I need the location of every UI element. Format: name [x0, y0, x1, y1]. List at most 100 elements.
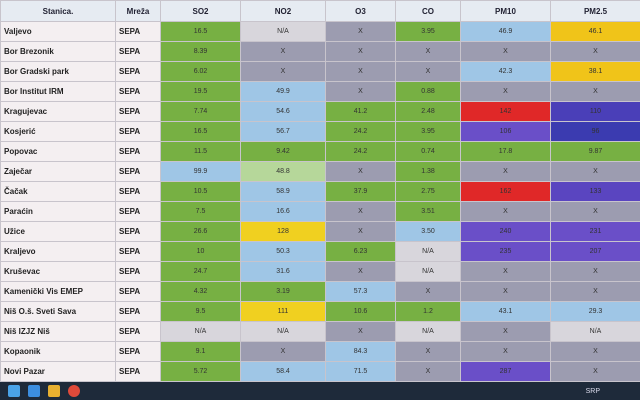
value-cell: 96 [550, 121, 640, 142]
value-cell: 19.5 [160, 81, 241, 102]
value-cell: X [550, 201, 640, 222]
station-cell: Zaječar [0, 161, 116, 182]
station-cell: Kraljevo [0, 241, 116, 262]
value-cell: X [460, 201, 551, 222]
value-cell: 10 [160, 241, 241, 262]
value-cell: X [460, 261, 551, 282]
value-cell: X [460, 81, 551, 102]
value-cell: 9.1 [160, 341, 241, 362]
network-cell: SEPA [115, 221, 161, 242]
value-cell: X [550, 281, 640, 302]
value-cell: X [550, 261, 640, 282]
value-cell: X [325, 161, 396, 182]
value-cell: X [460, 281, 551, 302]
value-cell: 16.6 [240, 201, 326, 222]
station-cell: Kruševac [0, 261, 116, 282]
table-row: Novi Pazar SEPA 5.72 58.4 71.5 X 287 X [0, 361, 640, 382]
table-body: Valjevo SEPA 16.5 N/A X 3.95 46.9 46.1 Bor Brezo… [0, 21, 640, 382]
value-cell: 24.2 [325, 141, 396, 162]
value-cell: X [240, 41, 326, 62]
table-row: Valjevo SEPA 16.5 N/A X 3.95 46.9 46.1 [0, 21, 640, 42]
column-header: CO [395, 0, 461, 22]
value-cell: 111 [240, 301, 326, 322]
network-cell: SEPA [115, 301, 161, 322]
value-cell: 43.1 [460, 301, 551, 322]
value-cell: X [460, 341, 551, 362]
value-cell: N/A [550, 321, 640, 342]
station-cell: Popovac [0, 141, 116, 162]
value-cell: X [325, 261, 396, 282]
value-cell: 287 [460, 361, 551, 382]
start-icon[interactable] [8, 385, 20, 397]
value-cell: 56.7 [240, 121, 326, 142]
column-header: O3 [325, 0, 396, 22]
chrome-icon[interactable] [68, 385, 80, 397]
network-cell: SEPA [115, 121, 161, 142]
value-cell: 110 [550, 101, 640, 122]
value-cell: 162 [460, 181, 551, 202]
station-cell: Kosjerić [0, 121, 116, 142]
value-cell: X [395, 341, 461, 362]
value-cell: X [395, 61, 461, 82]
station-cell: Novi Pazar [0, 361, 116, 382]
value-cell: X [325, 201, 396, 222]
value-cell: N/A [395, 321, 461, 342]
value-cell: 16.5 [160, 21, 241, 42]
value-cell: X [550, 41, 640, 62]
taskbar: SRP [0, 382, 640, 400]
station-cell: Kopaonik [0, 341, 116, 362]
value-cell: N/A [240, 321, 326, 342]
table-row: Zaječar SEPA 99.9 48.8 X 1.38 X X [0, 161, 640, 182]
value-cell: 10.5 [160, 181, 241, 202]
column-header: SO2 [160, 0, 241, 22]
value-cell: 7.5 [160, 201, 241, 222]
network-cell: SEPA [115, 321, 161, 342]
value-cell: 54.6 [240, 101, 326, 122]
edge-icon[interactable] [28, 385, 40, 397]
value-cell: N/A [395, 261, 461, 282]
value-cell: 106 [460, 121, 551, 142]
station-cell: Niš IZJZ Niš [0, 321, 116, 342]
value-cell: N/A [395, 241, 461, 262]
table-row: Kruševac SEPA 24.7 31.6 X N/A X X [0, 261, 640, 282]
value-cell: 1.2 [395, 301, 461, 322]
value-cell: X [325, 61, 396, 82]
column-header: PM10 [460, 0, 551, 22]
value-cell: X [395, 41, 461, 62]
value-cell: 11.5 [160, 141, 241, 162]
column-header: Mreža [115, 0, 161, 22]
value-cell: 133 [550, 181, 640, 202]
value-cell: 8.39 [160, 41, 241, 62]
value-cell: 2.48 [395, 101, 461, 122]
value-cell: 3.51 [395, 201, 461, 222]
value-cell: 9.87 [550, 141, 640, 162]
value-cell: X [325, 221, 396, 242]
value-cell: 5.72 [160, 361, 241, 382]
network-cell: SEPA [115, 61, 161, 82]
station-cell: Bor Brezonik [0, 41, 116, 62]
network-cell: SEPA [115, 181, 161, 202]
value-cell: 207 [550, 241, 640, 262]
value-cell: 231 [550, 221, 640, 242]
station-cell: Bor Institut IRM [0, 81, 116, 102]
value-cell: 7.74 [160, 101, 241, 122]
table-row: Kragujevac SEPA 7.74 54.6 41.2 2.48 142 110 [0, 101, 640, 122]
network-cell: SEPA [115, 161, 161, 182]
language-indicator[interactable]: SRP [585, 387, 600, 395]
value-cell: 142 [460, 101, 551, 122]
value-cell: 3.50 [395, 221, 461, 242]
value-cell: N/A [240, 21, 326, 42]
value-cell: 4.32 [160, 281, 241, 302]
value-cell: 37.9 [325, 181, 396, 202]
value-cell: 9.5 [160, 301, 241, 322]
station-cell: Bor Gradski park [0, 61, 116, 82]
value-cell: X [550, 341, 640, 362]
table-row: Bor Institut IRM SEPA 19.5 49.9 X 0.88 X X [0, 81, 640, 102]
network-cell: SEPA [115, 41, 161, 62]
explorer-icon[interactable] [48, 385, 60, 397]
network-cell: SEPA [115, 141, 161, 162]
value-cell: 10.6 [325, 301, 396, 322]
column-header: NO2 [240, 0, 326, 22]
table-row: Kopaonik SEPA 9.1 X 84.3 X X X [0, 341, 640, 362]
